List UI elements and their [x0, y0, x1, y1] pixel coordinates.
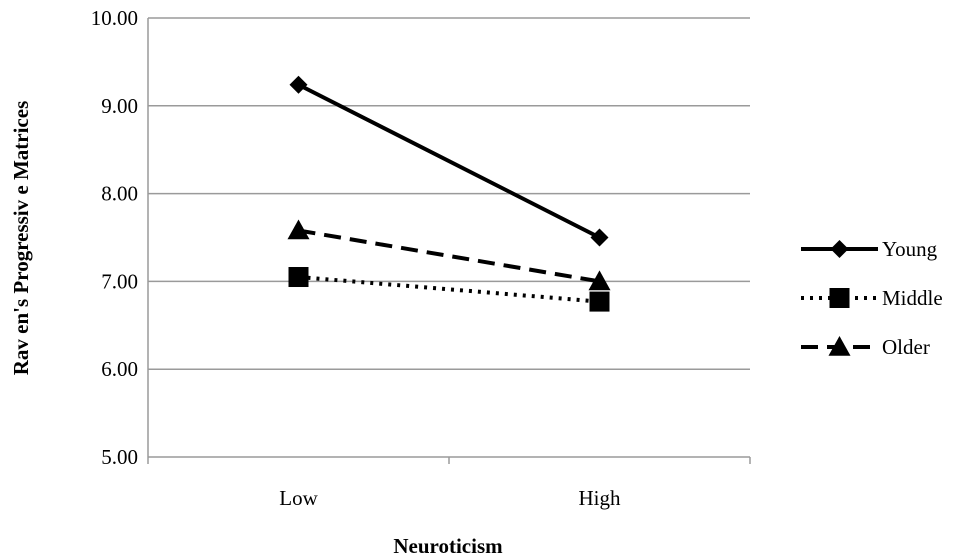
series-line — [299, 85, 600, 238]
series-young — [290, 76, 609, 247]
data-point-square — [289, 267, 309, 287]
y-tick-label: 8.00 — [101, 182, 138, 206]
x-tick-labels: Low High — [279, 486, 621, 510]
legend-marker — [830, 288, 850, 308]
y-tick-label: 7.00 — [101, 269, 138, 293]
legend-item-older: Older — [801, 335, 930, 359]
y-axis-title: Rav en's Progressiv e Matrices — [9, 101, 33, 376]
legend-item-young: Young — [801, 237, 938, 261]
data-point-square — [590, 292, 610, 312]
gridlines — [148, 18, 750, 464]
legend-label: Middle — [882, 286, 943, 310]
series-line — [299, 230, 600, 281]
x-tick-label: Low — [279, 486, 318, 510]
y-tick-label: 5.00 — [101, 445, 138, 469]
y-tick-label: 9.00 — [101, 94, 138, 118]
y-tick-label: 10.00 — [91, 6, 138, 30]
x-axis-title: Neuroticism — [393, 534, 503, 557]
legend-marker — [831, 240, 849, 258]
legend-label: Young — [882, 237, 938, 261]
legend-item-middle: Middle — [801, 286, 943, 310]
data-point-diamond — [591, 229, 609, 247]
x-tick-label: High — [579, 486, 622, 510]
legend: Young Middle Older — [801, 237, 943, 359]
y-tick-labels: 5.00 6.00 7.00 8.00 9.00 10.00 — [91, 6, 138, 469]
data-point-diamond — [290, 76, 308, 94]
data-point-triangle — [288, 219, 310, 239]
legend-label: Older — [882, 335, 930, 359]
y-tick-label: 6.00 — [101, 357, 138, 381]
